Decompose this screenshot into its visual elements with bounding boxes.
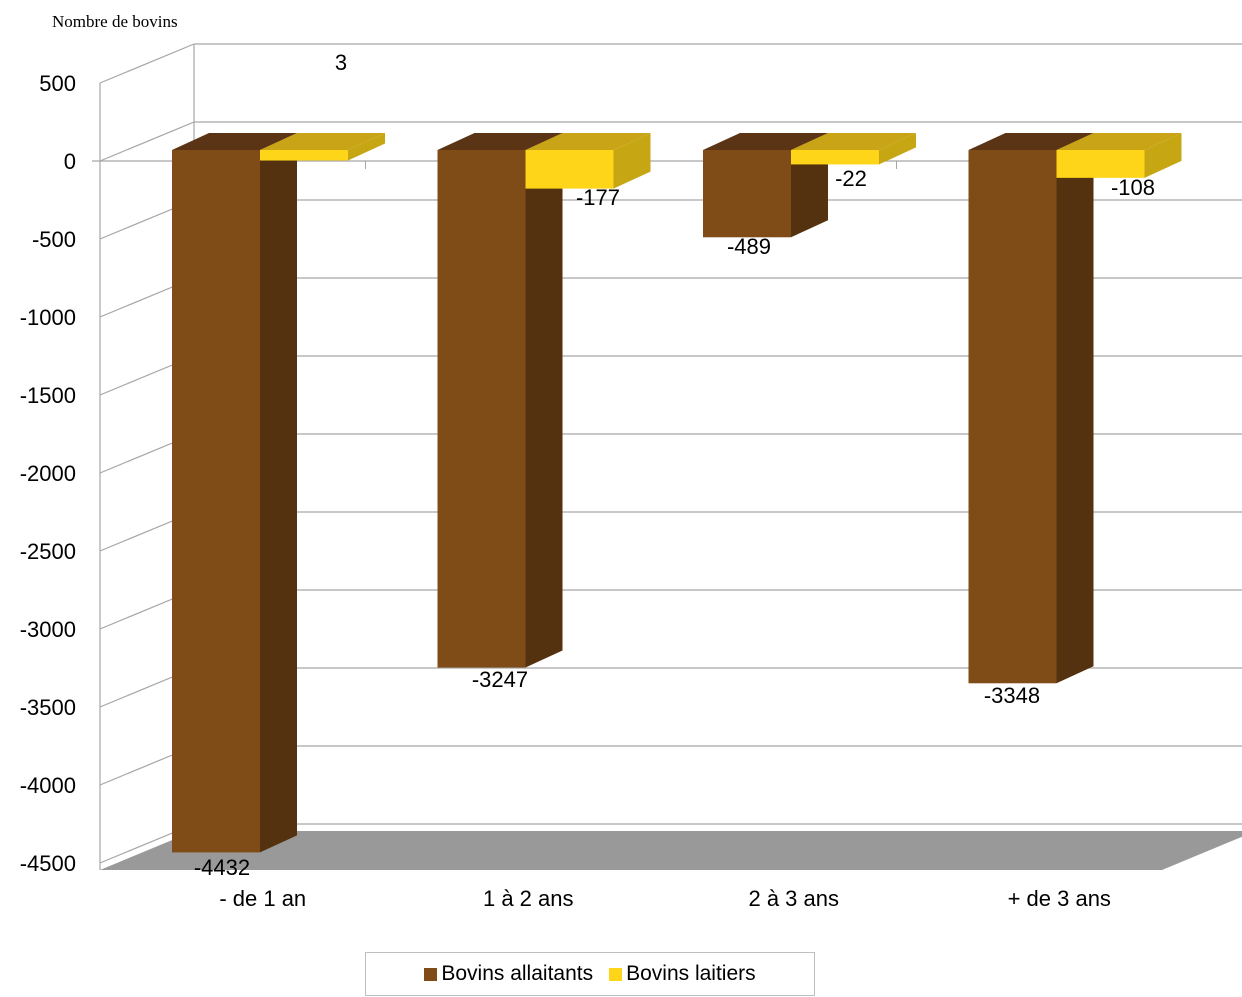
y-tick-label: -3500 <box>20 695 76 720</box>
bar-front <box>172 150 260 853</box>
legend-label-allaitants: Bovins allaitants <box>441 962 594 985</box>
data-label: -22 <box>835 166 867 191</box>
x-tick-label: 2 à 3 ans <box>748 886 839 911</box>
legend-label-laitiers: Bovins laitiers <box>626 962 756 985</box>
bar-side <box>879 133 916 165</box>
bar-side <box>613 133 651 189</box>
legend-swatch-allaitants <box>424 967 438 981</box>
data-label: -3247 <box>472 667 528 692</box>
legend: Bovins allaitants Bovins laitiers <box>365 952 815 996</box>
bar-front <box>1056 150 1145 178</box>
y-tick-label: -500 <box>32 227 76 252</box>
y-tick-label: -1500 <box>20 383 76 408</box>
bar-top <box>260 133 385 150</box>
bar-front <box>437 150 526 668</box>
bar-top <box>172 133 297 150</box>
data-label: 3 <box>335 50 347 75</box>
bar-top <box>968 133 1094 150</box>
bar-top <box>703 133 828 150</box>
bar-side <box>1056 133 1094 684</box>
y-tick-label: -2000 <box>20 461 76 486</box>
bar-front <box>791 150 879 165</box>
y-tick-label: -3000 <box>20 617 76 642</box>
bar-front <box>703 150 791 238</box>
x-tick-label: + de 3 ans <box>1008 886 1111 911</box>
legend-swatch-laitiers <box>609 967 623 981</box>
y-tick-label: 0 <box>64 149 76 174</box>
x-tick-label: - de 1 an <box>219 886 306 911</box>
y-tick-label: -4500 <box>20 851 76 876</box>
gridline-side <box>99 121 195 162</box>
legend-item-laitiers: Bovins laitiers <box>609 962 756 986</box>
floor <box>100 831 1242 870</box>
bar-chart-3d: -4432 -3247 -489 -3348 3 -177 -22 -108 500 0 -500… <box>20 43 1242 911</box>
data-label: -177 <box>576 185 620 210</box>
bar-side <box>1144 133 1182 178</box>
bar-side <box>260 133 297 853</box>
bar-front <box>968 150 1057 684</box>
bar-side <box>525 133 563 668</box>
bar-front <box>260 150 348 161</box>
y-axis-title: Nombre de bovins <box>52 12 178 31</box>
data-label: -489 <box>727 234 771 259</box>
bar-top <box>1056 133 1182 150</box>
y-tick-label: 500 <box>39 71 76 96</box>
bar-top <box>437 133 563 150</box>
bar-top <box>525 133 651 150</box>
gridline-side <box>99 43 195 84</box>
y-tick-label: -4000 <box>20 773 76 798</box>
bar-side <box>348 133 385 161</box>
y-tick-label: -2500 <box>20 539 76 564</box>
bar-front <box>525 150 614 189</box>
y-tick-label: -1000 <box>20 305 76 330</box>
legend-item-allaitants: Bovins allaitants <box>424 962 593 986</box>
bar-top <box>791 133 916 150</box>
x-tick-label: 1 à 2 ans <box>483 886 574 911</box>
data-label: -3348 <box>984 683 1040 708</box>
data-label: -108 <box>1111 175 1155 200</box>
data-label: -4432 <box>194 855 250 880</box>
